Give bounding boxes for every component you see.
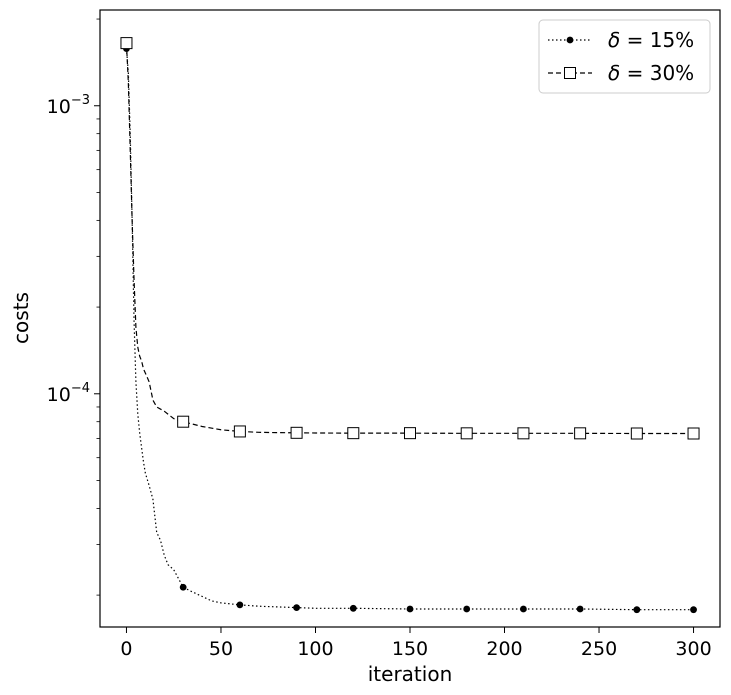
legend-label-delta-30: δ = 30% — [608, 61, 694, 85]
series-0-point — [576, 605, 584, 613]
series-0-point — [463, 605, 471, 613]
series-line-1 — [125, 43, 694, 435]
x-tick-label: 50 — [209, 638, 233, 660]
x-tick-label: 250 — [581, 638, 617, 660]
x-tick-label: 150 — [392, 638, 428, 660]
series-0-point — [690, 606, 697, 614]
series-0-point — [293, 604, 300, 612]
series-1-point — [460, 427, 473, 440]
series-1-point — [630, 427, 643, 440]
series-0-point — [349, 604, 357, 612]
series-1-point — [177, 415, 190, 428]
series-1-point — [233, 425, 246, 438]
axes-frame — [99, 9, 721, 628]
series-0-point — [406, 605, 414, 613]
series-1-point — [517, 427, 530, 440]
series-1-point — [120, 37, 133, 50]
series-0-point — [633, 606, 641, 614]
legend-entry-delta-15: δ = 15% — [548, 28, 694, 52]
series-1-point — [687, 427, 700, 440]
series-0-point — [236, 601, 244, 609]
plot-area — [120, 37, 700, 614]
series-0-point — [179, 583, 187, 591]
x-tick-label: 300 — [675, 638, 711, 660]
y-axis-title: costs — [9, 292, 33, 344]
x-tick-label: 200 — [486, 638, 522, 660]
y-tick-label: 10−4 — [47, 381, 90, 406]
x-tick-label: 100 — [297, 638, 333, 660]
legend-label-delta-15: δ = 15% — [608, 28, 694, 52]
legend: δ = 15% δ = 30% — [538, 19, 711, 94]
series-1-point — [290, 426, 303, 439]
series-1-point — [404, 427, 416, 440]
y-tick-label: 10−3 — [47, 93, 90, 118]
y-axis: 10−3 10−4 — [47, 18, 100, 596]
x-axis-title: iteration — [368, 662, 453, 686]
series-line-0 — [125, 48, 694, 611]
legend-entry-delta-30: δ = 30% — [548, 61, 694, 85]
x-tick-label: 0 — [120, 638, 132, 660]
legend-marker-delta-30 — [564, 67, 576, 79]
series-0-point — [520, 605, 527, 613]
series-1-point — [574, 427, 587, 440]
legend-frame — [538, 19, 711, 94]
x-axis: 0 50 100 150 200 250 300 — [120, 627, 712, 660]
series-1-point — [347, 427, 360, 440]
legend-marker-delta-15 — [566, 36, 574, 44]
